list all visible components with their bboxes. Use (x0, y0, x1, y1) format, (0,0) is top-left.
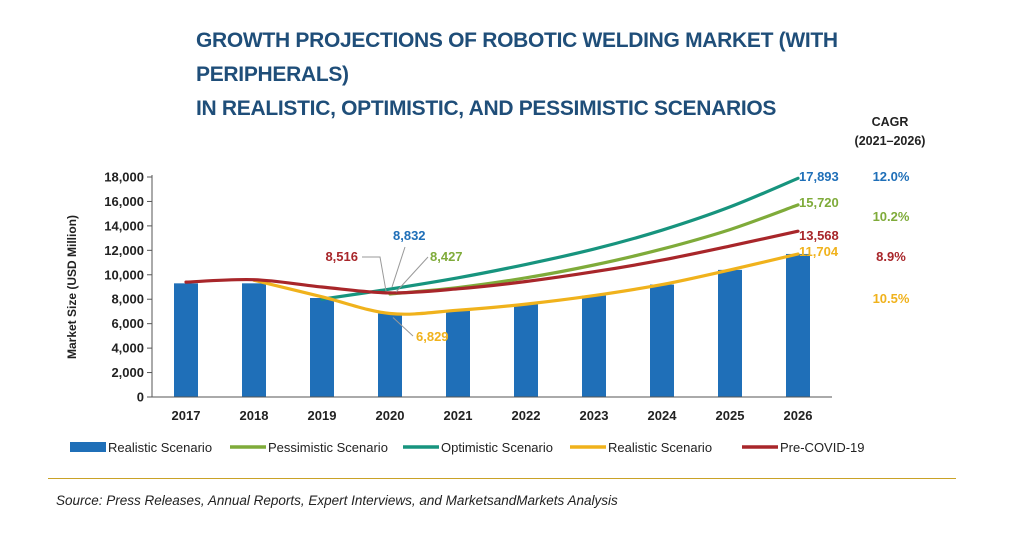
x-tick-label: 2017 (172, 408, 201, 423)
chart-title: GROWTH PROJECTIONS OF ROBOTIC WELDING MA… (196, 24, 976, 126)
x-tick-label: 2023 (580, 408, 609, 423)
chart-title-line-1: GROWTH PROJECTIONS OF ROBOTIC WELDING MA… (196, 29, 838, 86)
x-tick-label: 2025 (716, 408, 745, 423)
x-tick-label: 2019 (308, 408, 337, 423)
x-axis: 2017 2018 2019 2020 2021 2022 2023 2024 2025 2026 (152, 396, 832, 423)
y-tick-label: 16,000 (104, 194, 144, 209)
bar (174, 283, 198, 397)
cagr-value: 10.2% (873, 209, 910, 224)
bar (310, 298, 334, 397)
chart-canvas: 0 2,000 4,000 6,000 8,000 10,000 12,000 14,000 1… (65, 115, 926, 455)
bar (786, 253, 810, 397)
y-tick-label: 10,000 (104, 267, 144, 282)
cagr-value: 10.5% (873, 291, 910, 306)
y-tick-label: 6,000 (111, 316, 144, 331)
annotations: 8,516 8,832 8,427 6,829 17,893 15,720 13,56811… (325, 169, 909, 344)
y-axis: 0 2,000 4,000 6,000 8,000 10,000 12,000 14,000 1… (104, 170, 153, 405)
annotation-label: 8,516 (325, 249, 358, 264)
annotation-label: 8,832 (393, 228, 426, 243)
y-axis-label: Market Size (USD Million) (65, 215, 79, 359)
x-tick-label: 2022 (512, 408, 541, 423)
bar-series (174, 253, 810, 397)
line-series (184, 176, 800, 316)
divider (48, 478, 956, 479)
line-realistic (252, 252, 800, 316)
bar (446, 310, 470, 397)
end-value-label: 13,568 (799, 228, 839, 243)
cagr-header-line-1: CAGR (872, 115, 909, 129)
x-tick-label: 2021 (444, 408, 473, 423)
leader-line (392, 317, 414, 337)
leader-line (395, 256, 429, 293)
cagr-value: 8.9% (876, 249, 906, 264)
line-pre-covid (184, 229, 800, 295)
end-value-label: 17,893 (799, 169, 839, 184)
y-tick-label: 14,000 (104, 218, 144, 233)
legend-label: Realistic Scenario (108, 440, 212, 455)
y-tick-label: 4,000 (111, 341, 144, 356)
x-tick-label: 2020 (376, 408, 405, 423)
legend: Realistic Scenario Pessimistic Scenario Op… (70, 440, 865, 455)
y-tick-label: 8,000 (111, 292, 144, 307)
bar (514, 304, 538, 397)
legend-label: Optimistic Scenario (441, 440, 553, 455)
cagr-value: 12.0% (873, 169, 910, 184)
annotation-label: 6,829 (416, 329, 449, 344)
y-tick-label: 2,000 (111, 365, 144, 380)
annotation-label: 8,427 (430, 249, 463, 264)
leader-line (391, 246, 406, 288)
legend-label: Pre-COVID-19 (780, 440, 865, 455)
y-tick-label: 0 (137, 390, 144, 405)
bar (242, 283, 266, 397)
end-value-label: 15,720 (799, 195, 839, 210)
cagr-header-line-2: (2021–2026) (855, 134, 926, 148)
source-note: Source: Press Releases, Annual Reports, … (56, 493, 618, 508)
end-value-label: 11,704 (799, 244, 839, 259)
y-tick-label: 12,000 (104, 243, 144, 258)
legend-label: Realistic Scenario (608, 440, 712, 455)
y-tick-label: 18,000 (104, 170, 144, 185)
bar (650, 284, 674, 397)
x-tick-label: 2018 (240, 408, 269, 423)
leader-line (362, 256, 387, 292)
bar (378, 313, 402, 397)
x-tick-label: 2024 (648, 408, 678, 423)
line-optimistic (320, 176, 800, 301)
chart-title-line-2: IN REALISTIC, OPTIMISTIC, AND PESSIMISTI… (196, 97, 777, 120)
bar (718, 269, 742, 397)
x-tick-label: 2026 (784, 408, 813, 423)
legend-swatch-bar (70, 442, 106, 452)
bar (582, 295, 606, 397)
legend-label: Pessimistic Scenario (268, 440, 388, 455)
